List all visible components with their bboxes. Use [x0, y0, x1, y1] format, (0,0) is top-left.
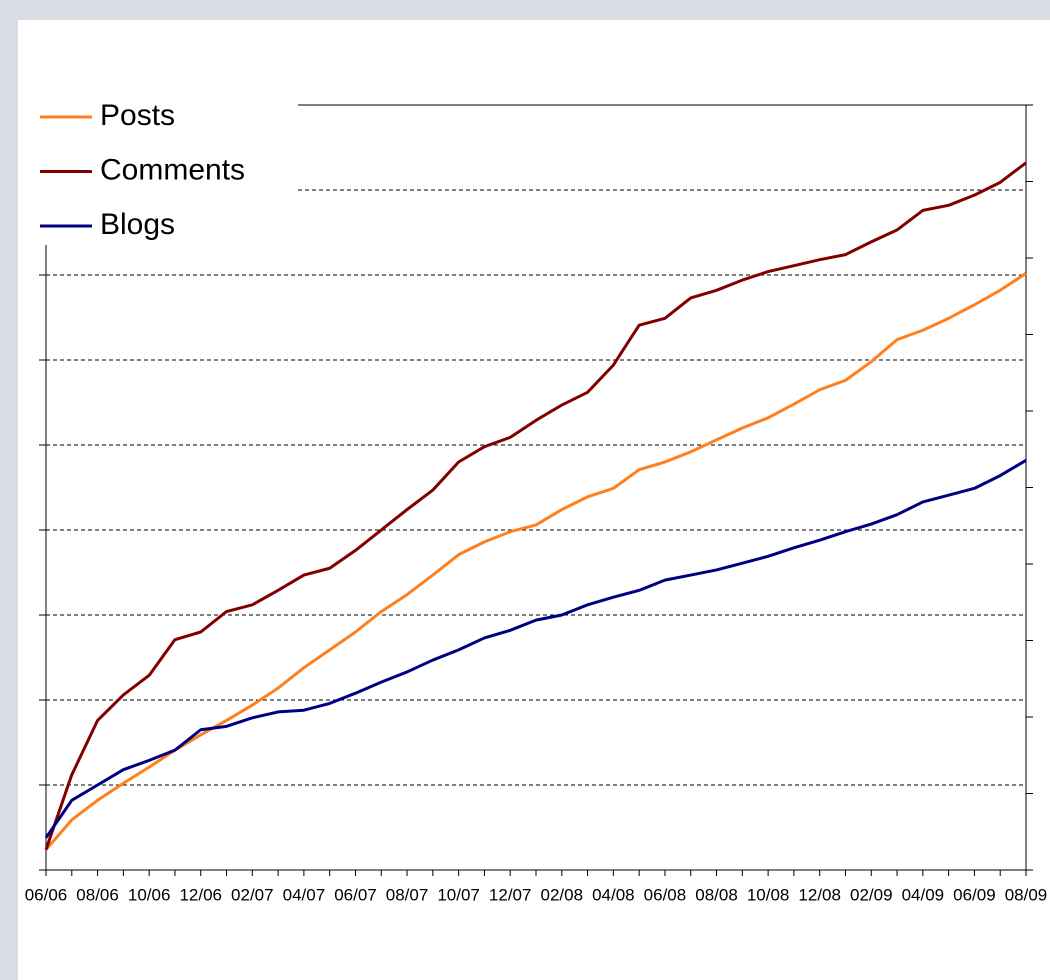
x-tick-label: 12/07: [489, 885, 532, 904]
x-tick-label: 04/07: [283, 885, 326, 904]
x-tick-label: 08/07: [386, 885, 429, 904]
x-tick-label: 02/07: [231, 885, 274, 904]
x-tick-label: 06/08: [644, 885, 687, 904]
x-tick-label: 06/07: [334, 885, 377, 904]
x-tick-label: 06/06: [25, 885, 68, 904]
legend-label: Posts: [100, 99, 175, 132]
x-tick-label: 10/08: [747, 885, 790, 904]
legend-label: Comments: [100, 153, 245, 186]
series-line: [44, 459, 1027, 839]
legend-label: Blogs: [100, 208, 175, 241]
x-tick-label: 04/08: [592, 885, 635, 904]
x-tick-label: 02/09: [850, 885, 893, 904]
x-tick-label: 02/08: [541, 885, 584, 904]
x-tick-label: 10/06: [128, 885, 171, 904]
x-tick-label: 04/09: [902, 885, 945, 904]
x-tick-label: 08/08: [695, 885, 738, 904]
x-tick-label: 12/08: [798, 885, 841, 904]
x-tick-label: 08/06: [76, 885, 119, 904]
x-tick-label: 08/09: [1005, 885, 1048, 904]
x-tick-label: 06/09: [953, 885, 996, 904]
x-tick-label: 12/06: [179, 885, 222, 904]
x-tick-label: 10/07: [437, 885, 480, 904]
series-line: [44, 161, 1027, 851]
